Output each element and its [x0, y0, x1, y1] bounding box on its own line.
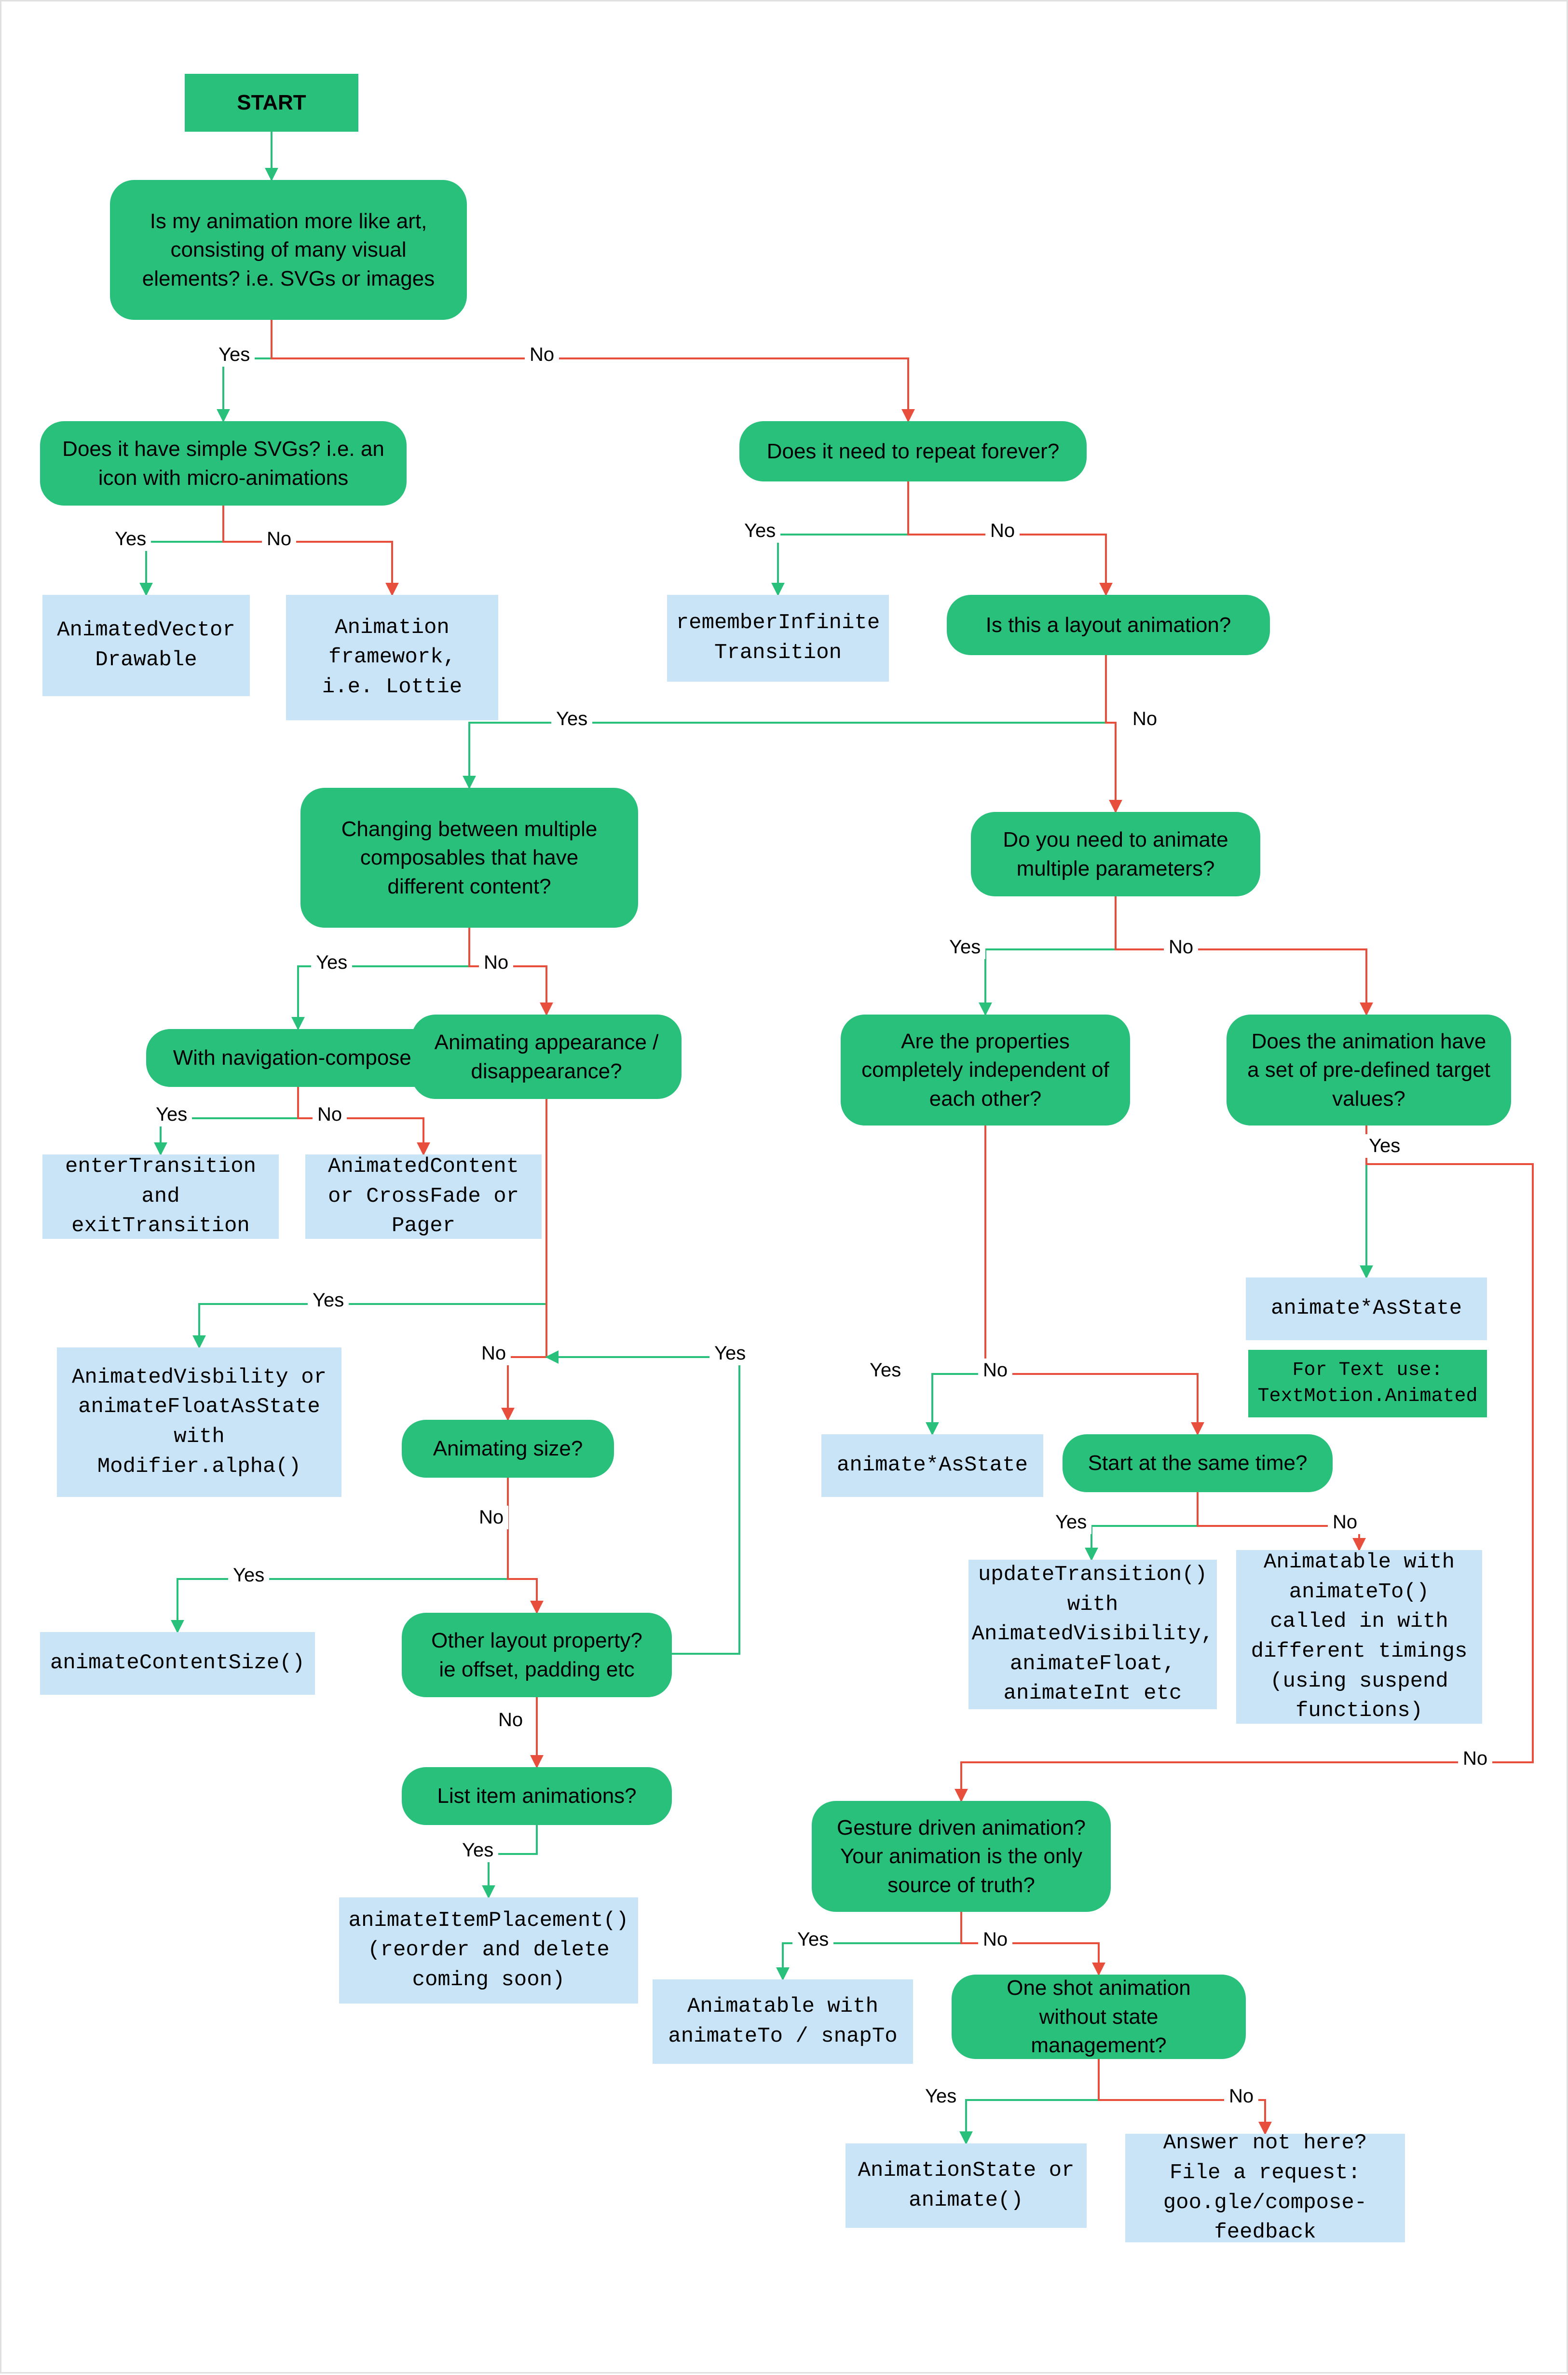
edge-q_changing-q_navcompose [298, 928, 469, 1029]
node-r_itemplace: animateItemPlacement() (reorder and dele… [339, 1897, 638, 2004]
node-r_infinite: rememberInfinite Transition [667, 595, 889, 682]
node-q_changing: Changing between multiple composables th… [300, 788, 638, 928]
edge-q_art-q_svg [223, 320, 272, 421]
node-q_predef: Does the animation have a set of pre-def… [1227, 1015, 1511, 1126]
edge-label-q_sametime-r_animatable_s: No [1328, 1510, 1362, 1534]
edge-q_independent-r_asstate_b [932, 1126, 985, 1434]
edge-label-q_layout-q_changing: Yes [551, 707, 592, 731]
node-q_gesture: Gesture driven animation? Your animation… [812, 1801, 1111, 1912]
edge-label-q_layout-q_multiparam: No [1128, 707, 1162, 731]
node-r_asstate_a: animate*AsState [1246, 1277, 1487, 1340]
edge-q_layout-q_multiparam [1106, 655, 1116, 812]
edge-q_repeat-r_infinite [778, 481, 908, 595]
edge-label-q_art-q_svg: Yes [214, 343, 255, 367]
edge-label-q_multiparam-q_predef: No [1164, 935, 1198, 959]
flowchart-canvas: Yes No Yes No Yes No Yes No Yes No Yes No Yes No Yes No… [0, 0, 1568, 2374]
edge-q_multiparam-q_independent [985, 896, 1116, 1015]
edge-q_art-q_repeat [272, 320, 908, 421]
edge-label-q_navcompose-r_enterexit: Yes [151, 1103, 192, 1126]
edge-label-q_svg-r_lottie: No [262, 527, 296, 551]
edge-q_svg-r_avd [146, 506, 223, 595]
node-q_repeat: Does it need to repeat forever? [739, 421, 1087, 481]
edge-label-q_art-q_repeat: No [525, 343, 559, 367]
node-r_textmotion: For Text use: TextMotion.Animated [1248, 1350, 1487, 1417]
edge-q_size-r_contentsize [177, 1478, 508, 1632]
edge-label-q_changing-q_navcompose: Yes [311, 951, 352, 975]
edge-label-q_changing-q_appear: No [479, 951, 513, 975]
edge-label-q_oneshot-r_animstate: Yes [920, 2085, 961, 2108]
node-r_enterexit: enterTransition and exitTransition [42, 1154, 279, 1239]
node-q_sametime: Start at the same time? [1063, 1434, 1333, 1492]
edge-q_svg-r_lottie [223, 506, 392, 595]
node-r_asstate_b: animate*AsState [821, 1434, 1043, 1497]
edge-q_otherlayout-q_size [546, 1357, 739, 1654]
node-r_updatetrans: updateTransition() with AnimatedVisibili… [968, 1560, 1217, 1709]
node-q_listitem: List item animations? [402, 1767, 672, 1825]
node-r_lottie: Animation framework, i.e. Lottie [286, 595, 498, 720]
node-r_animatable_s: Animatable with animateTo() called in wi… [1236, 1550, 1482, 1724]
edge-q_appear-q_size [508, 1099, 546, 1420]
node-r_animvis: AnimatedVisbility or animateFloatAsState… [57, 1347, 341, 1497]
node-r_animcontent: AnimatedContent or CrossFade or Pager [305, 1154, 542, 1239]
node-q_svg: Does it have simple SVGs? i.e. an icon w… [40, 421, 407, 506]
node-r_animstate: AnimationState or animate() [845, 2143, 1087, 2228]
edge-label-q_gesture-q_oneshot: No [978, 1928, 1012, 1951]
edge-label-q_sametime-r_updatetrans: Yes [1050, 1510, 1091, 1534]
node-q_oneshot: One shot animation without state managem… [952, 1975, 1246, 2059]
edge-label-q_otherlayout-q_listitem: No [493, 1708, 528, 1732]
edge-q_oneshot-r_animstate [966, 2059, 1099, 2143]
edge-label-q_gesture-r_animsubsnap: Yes [792, 1928, 833, 1951]
edge-label-q_size-q_otherlayout: No [474, 1506, 508, 1529]
edge-q_independent-q_sametime [985, 1126, 1198, 1434]
node-q_size: Animating size? [402, 1420, 614, 1478]
node-r_avd: AnimatedVector Drawable [42, 595, 250, 696]
edge-label-q_repeat-q_layout: No [985, 519, 1020, 543]
edge-label-q_size-r_contentsize: Yes [228, 1564, 269, 1587]
edge-label-q_navcompose-r_animcontent: No [313, 1103, 347, 1126]
node-q_layout: Is this a layout animation? [947, 595, 1270, 655]
node-r_contentsize: animateContentSize() [40, 1632, 315, 1695]
edge-label-q_appear-r_animvis: Yes [308, 1289, 349, 1312]
node-r_notfound: Answer not here? File a request: goo.gle… [1125, 2134, 1405, 2242]
edge-label-q_otherlayout-q_size: Yes [709, 1342, 750, 1365]
edge-label-q_independent-r_asstate_b: Yes [865, 1359, 906, 1382]
edge-q_size-q_otherlayout [508, 1478, 537, 1613]
node-q_independent: Are the properties completely independen… [841, 1015, 1130, 1126]
edge-label-q_multiparam-q_independent: Yes [944, 935, 985, 959]
node-q_navcompose: With navigation-compose? [146, 1029, 450, 1087]
node-q_multiparam: Do you need to animate multiple paramete… [971, 812, 1260, 896]
edge-label-q_independent-q_sametime: No [978, 1359, 1012, 1382]
node-start: START [185, 74, 358, 132]
edge-label-q_predef-q_gesture: No [1458, 1747, 1492, 1771]
node-q_otherlayout: Other layout property? ie offset, paddin… [402, 1613, 672, 1697]
edge-label-q_predef-r_asstate_a: Yes [1364, 1134, 1405, 1158]
edge-q_sametime-r_updatetrans [1091, 1492, 1198, 1560]
node-q_art: Is my animation more like art, consistin… [110, 180, 467, 320]
edge-label-q_svg-r_avd: Yes [110, 527, 151, 551]
edge-label-q_appear-q_size: No [477, 1342, 511, 1365]
edge-q_multiparam-q_predef [1116, 896, 1366, 1015]
node-q_appear: Animating appearance / disappearance? [411, 1015, 682, 1099]
edge-label-q_listitem-r_itemplace: Yes [457, 1839, 498, 1862]
edge-label-q_repeat-r_infinite: Yes [739, 519, 780, 543]
node-r_animsubsnap: Animatable with animateTo / snapTo [653, 1979, 913, 2064]
edge-label-q_oneshot-r_notfound: No [1224, 2085, 1258, 2108]
